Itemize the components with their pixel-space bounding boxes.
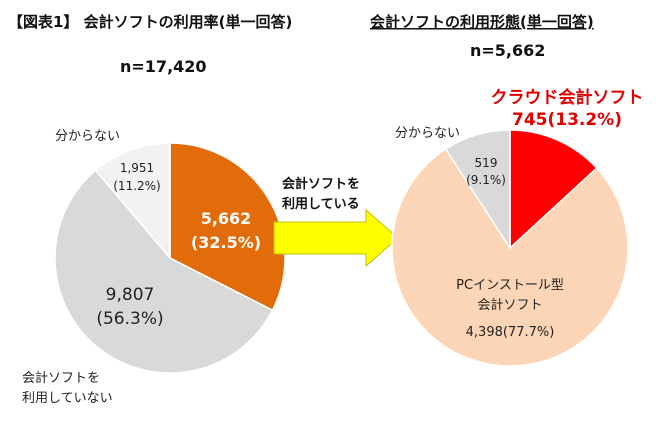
label-pc-line1: PCインストール型 xyxy=(456,278,564,293)
label-cloud-name: クラウド会計ソフト xyxy=(491,87,644,108)
left-pie xyxy=(54,142,286,374)
arrow-right xyxy=(273,208,399,268)
left-chart-n: n=17,420 xyxy=(120,57,207,76)
arrow-label-1: 会計ソフトを xyxy=(282,176,360,192)
label-cloud-value: 745(13.2%) xyxy=(512,110,622,130)
label-unknown-right-percent: (9.1%) xyxy=(466,173,506,187)
label-using-value: 5,662 xyxy=(201,209,252,228)
pie-slice-unknown-right xyxy=(444,129,511,251)
pie-slice-cloud xyxy=(509,129,598,250)
right-chart-n: n=5,662 xyxy=(470,41,545,60)
label-unknown-value: 1,951 xyxy=(120,161,154,175)
right-chart-title: 会計ソフトの利用形態(単一回答) xyxy=(370,13,594,31)
label-using-percent: (32.5%) xyxy=(191,233,261,252)
outside-label-unknown-right: 分からない xyxy=(395,126,460,141)
label-not-using-value: 9,807 xyxy=(106,285,155,305)
left-chart-title: 【図表1】 会計ソフトの利用率(単一回答) xyxy=(8,13,292,31)
label-unknown-right-value: 519 xyxy=(475,156,498,170)
right-pie xyxy=(391,129,629,367)
pie-slice-pc-install xyxy=(391,147,629,367)
outside-label-not-using-2: 利用していない xyxy=(22,391,113,406)
outside-label-unknown: 分からない xyxy=(55,129,120,144)
pie-slice-not-using xyxy=(54,169,274,374)
label-not-using-percent: (56.3%) xyxy=(96,309,163,329)
label-pc-value: 4,398(77.7%) xyxy=(466,325,555,340)
label-pc-line2: 会計ソフト xyxy=(477,297,542,313)
pie-slice-unknown xyxy=(94,142,171,261)
outside-label-not-using-1: 会計ソフトを xyxy=(22,370,100,386)
label-unknown-percent: (11.2%) xyxy=(113,179,160,193)
arrow-label-2: 利用している xyxy=(282,196,360,212)
pie-slice-using xyxy=(169,142,286,312)
